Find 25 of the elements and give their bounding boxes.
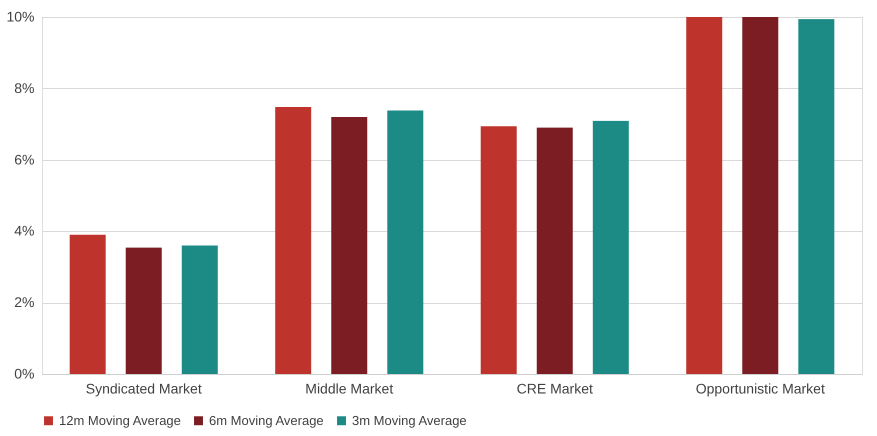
bar <box>182 245 218 374</box>
y-tick-label: 8% <box>14 80 34 96</box>
bar <box>742 17 778 374</box>
y-tick-label: 4% <box>14 222 34 239</box>
bar <box>480 126 517 374</box>
x-tick-label: Syndicated Market <box>86 380 202 396</box>
legend-label: 6m Moving Average <box>209 412 324 428</box>
bar <box>536 128 573 374</box>
bar <box>126 248 162 374</box>
bar <box>798 19 834 374</box>
x-tick-label: CRE Market <box>516 380 593 396</box>
bar <box>331 116 368 374</box>
x-tick-label: Middle Market <box>305 380 394 396</box>
legend-label: 12m Moving Average <box>59 412 181 428</box>
y-tick-label: 0% <box>14 366 34 382</box>
y-tick-label: 10% <box>6 8 34 24</box>
bar <box>686 17 722 374</box>
bar <box>592 120 629 374</box>
y-tick-label: 6% <box>14 151 34 168</box>
bar <box>70 234 106 374</box>
x-tick-label: Opportunistic Market <box>696 380 825 396</box>
bar <box>275 106 312 374</box>
y-tick-label: 2% <box>14 294 34 310</box>
legend-label: 3m Moving Average <box>352 412 467 428</box>
bar <box>387 110 424 374</box>
